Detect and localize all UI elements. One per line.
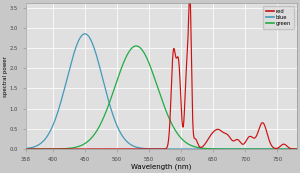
Legend: red, blue, green: red, blue, green bbox=[263, 6, 294, 29]
X-axis label: Wavelength (nm): Wavelength (nm) bbox=[131, 163, 191, 170]
Y-axis label: spectral power: spectral power bbox=[4, 56, 8, 97]
